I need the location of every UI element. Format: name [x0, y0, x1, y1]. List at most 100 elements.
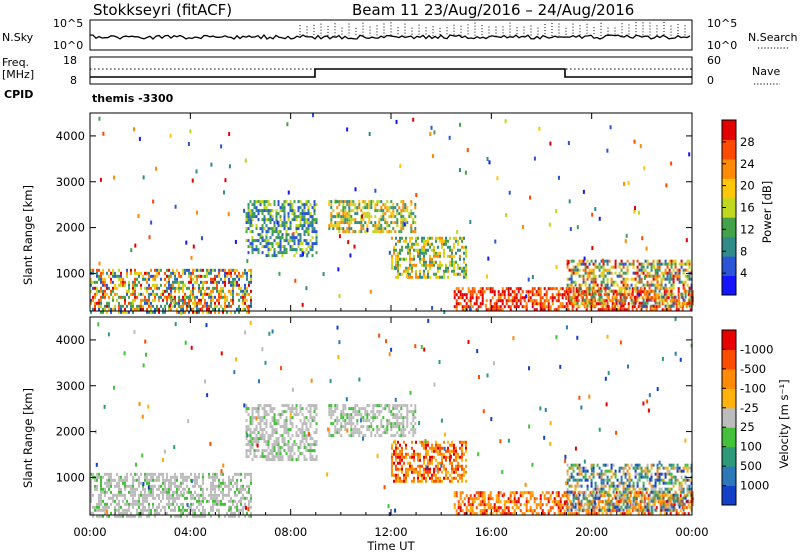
- data-cell: [594, 280, 597, 284]
- data-cell: [311, 215, 314, 219]
- data-cell: [671, 299, 674, 303]
- data-cell: [238, 298, 240, 302]
- data-cell: [102, 131, 105, 136]
- data-cell: [403, 222, 406, 227]
- data-cell: [137, 214, 140, 219]
- data-cell: [572, 259, 575, 263]
- data-cell: [588, 274, 591, 278]
- data-cell: [419, 251, 421, 255]
- data-cell: [461, 287, 464, 291]
- data-cell: [273, 419, 276, 423]
- data-cell: [146, 472, 148, 476]
- data-cell: [473, 497, 476, 501]
- data-cell: [354, 410, 357, 414]
- data-cell: [392, 416, 395, 420]
- data-cell: [419, 440, 421, 444]
- data-cell: [265, 209, 268, 213]
- data-cell: [170, 283, 172, 287]
- data-cell: [569, 227, 572, 232]
- data-cell: [283, 239, 286, 243]
- data-cell: [281, 254, 284, 258]
- data-cell: [170, 292, 172, 296]
- data-cell: [261, 230, 264, 234]
- data-cell: [597, 503, 600, 507]
- data-cell: [384, 212, 387, 216]
- data-cell: [243, 208, 246, 213]
- data-cell: [419, 269, 421, 273]
- data-cell: [439, 263, 441, 267]
- data-cell: [382, 209, 385, 213]
- data-cell: [263, 434, 266, 438]
- data-cell: [313, 203, 316, 207]
- data-cell: [410, 200, 413, 204]
- data-cell: [315, 440, 318, 444]
- data-cell: [250, 277, 252, 281]
- data-cell: [170, 487, 172, 491]
- data-cell: [130, 493, 132, 497]
- data-cell: [642, 298, 645, 302]
- data-cell: [513, 512, 516, 516]
- data-cell: [250, 514, 252, 518]
- data-cell: [142, 496, 144, 500]
- data-cell: [491, 296, 494, 300]
- data-cell: [315, 221, 318, 225]
- data-cell: [168, 499, 170, 503]
- data-cell: [437, 236, 439, 240]
- data-cell: [658, 259, 661, 263]
- data-cell: [166, 493, 168, 497]
- data-cell: [411, 242, 413, 246]
- data-cell: [455, 455, 457, 459]
- data-cell: [263, 218, 266, 222]
- data-cell: [299, 440, 302, 444]
- data-cell: [330, 203, 333, 207]
- data-cell: [543, 302, 546, 306]
- data-cell: [584, 268, 587, 272]
- data-cell: [330, 224, 333, 228]
- data-cell: [411, 479, 413, 483]
- data-cell: [297, 455, 300, 459]
- data-cell: [570, 301, 573, 305]
- data-cell: [261, 212, 264, 216]
- data-cell: [228, 475, 230, 479]
- data-cell: [277, 440, 280, 444]
- data-cell: [677, 308, 680, 312]
- data-cell: [541, 503, 544, 507]
- data-cell: [232, 484, 234, 488]
- data-cell: [574, 280, 577, 284]
- data-cell: [124, 478, 126, 482]
- data-cell: [271, 230, 274, 234]
- data-cell: [374, 413, 377, 417]
- data-cell: [226, 484, 228, 488]
- data-cell: [251, 458, 254, 462]
- data-cell: [102, 280, 104, 284]
- data-cell: [132, 496, 134, 500]
- data-cell: [198, 283, 200, 287]
- data-cell: [473, 512, 476, 516]
- data-cell: [354, 230, 357, 234]
- data-cell: [527, 296, 530, 300]
- data-cell: [508, 190, 511, 195]
- data-cell: [218, 493, 220, 497]
- data-cell: [650, 283, 653, 287]
- data-cell: [275, 455, 278, 459]
- data-cell: [636, 286, 639, 290]
- data-cell: [570, 271, 573, 275]
- data-cell: [358, 434, 361, 438]
- data-cell: [214, 280, 216, 284]
- data-cell: [126, 271, 128, 275]
- data-cell: [380, 425, 383, 429]
- data-cell: [603, 302, 606, 306]
- data-cell: [525, 503, 528, 507]
- data-cell: [681, 293, 684, 297]
- data-cell: [202, 292, 204, 296]
- data-cell: [635, 500, 638, 504]
- data-cell: [178, 295, 180, 299]
- data-cell: [283, 449, 286, 453]
- data-cell: [660, 283, 663, 287]
- data-cell: [184, 301, 186, 305]
- data-cell: [164, 283, 166, 287]
- freq-series-line: [90, 68, 692, 78]
- data-cell: [303, 209, 306, 213]
- data-cell: [295, 236, 298, 240]
- data-cell: [122, 499, 124, 503]
